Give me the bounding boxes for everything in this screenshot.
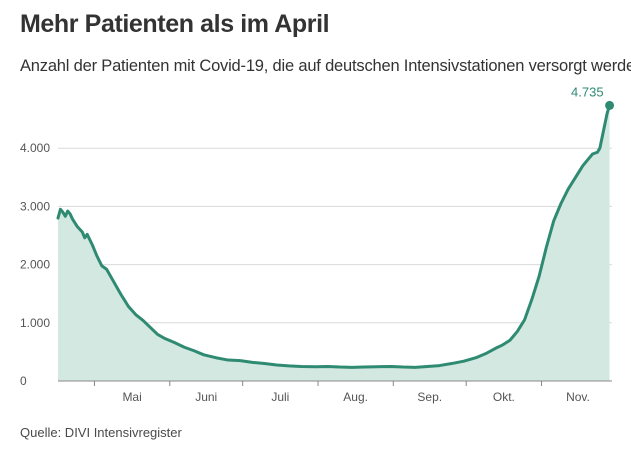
endpoint-value-label: 4.735 bbox=[571, 84, 604, 99]
gridlines bbox=[58, 147, 612, 324]
series-line bbox=[56, 103, 612, 369]
series-line-layer bbox=[56, 103, 612, 369]
x-tick-label-4: Sep. bbox=[417, 390, 442, 404]
endpoint-marker bbox=[605, 100, 615, 110]
x-tick-label-0: Mai bbox=[122, 390, 141, 404]
y-tick-label-1: 1.000 bbox=[20, 316, 50, 330]
chart-subtitle: Anzahl der Patienten mit Covid-19, die a… bbox=[20, 57, 631, 75]
x-tick-label-5: Okt. bbox=[493, 390, 515, 404]
page-title: Mehr Patienten als im April bbox=[20, 10, 330, 38]
y-tick-label-0: 0 bbox=[20, 374, 27, 388]
x-tick-label-6: Nov. bbox=[566, 390, 590, 404]
y-tick-label-4: 4.000 bbox=[20, 141, 50, 155]
x-tick-label-3: Aug. bbox=[343, 390, 368, 404]
source-note: Quelle: DIVI Intensivregister bbox=[20, 425, 182, 440]
area-fill-layer bbox=[58, 105, 610, 382]
x-tick-label-1: Juni bbox=[195, 390, 217, 404]
y-tick-label-3: 3.000 bbox=[20, 199, 50, 213]
x-tick-label-2: Juli bbox=[271, 390, 289, 404]
axes bbox=[58, 380, 612, 386]
series-area bbox=[58, 105, 610, 382]
tick-labels: 0 1.000 2.000 3.000 4.000 Mai Juni Juli Aug. Sep.… bbox=[20, 141, 590, 404]
y-tick-label-2: 2.000 bbox=[20, 258, 50, 272]
annotation-layer: 4.735 bbox=[571, 84, 615, 110]
